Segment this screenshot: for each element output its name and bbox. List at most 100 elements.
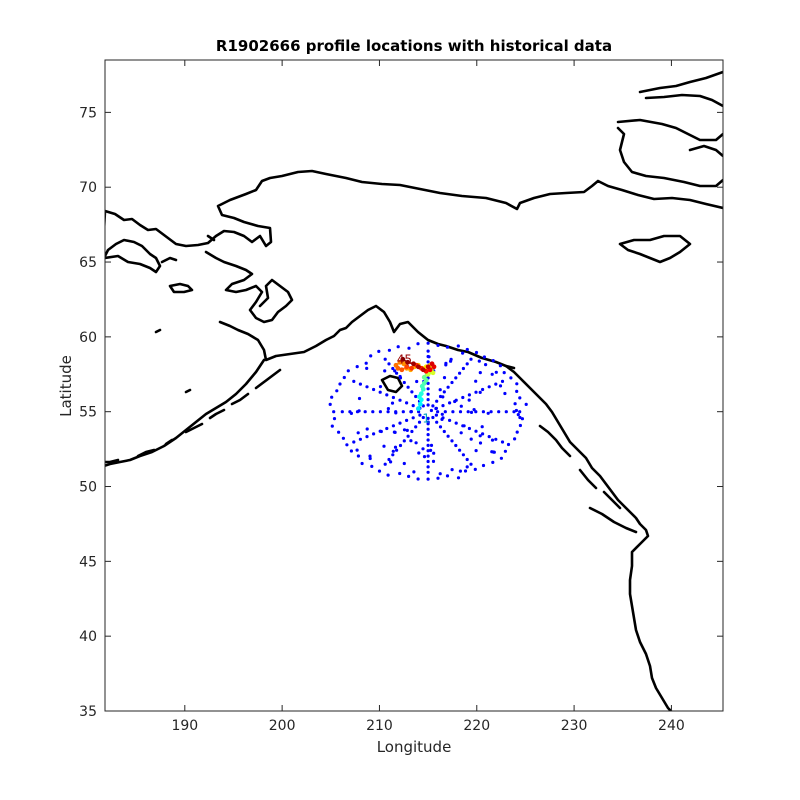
historical-point [341, 436, 345, 440]
historical-point [405, 401, 409, 405]
historical-point [518, 415, 522, 420]
historical-point [461, 351, 465, 355]
historical-point [335, 389, 339, 393]
historical-point [371, 410, 375, 414]
historical-point [410, 429, 414, 434]
historical-point [494, 437, 498, 441]
historical-point [429, 448, 433, 452]
historical-point [458, 469, 462, 473]
historical-point [349, 449, 353, 453]
historical-point [502, 371, 506, 375]
historical-point [426, 470, 430, 474]
historical-point [512, 410, 516, 414]
historical-point [340, 410, 344, 414]
historical-point [474, 379, 478, 383]
historical-point [450, 380, 454, 385]
historical-point [431, 459, 436, 463]
historical-point [456, 476, 461, 480]
historical-point [356, 454, 360, 458]
historical-point [355, 365, 359, 369]
historical-point [368, 454, 372, 458]
historical-point [332, 417, 337, 421]
historical-point [487, 435, 491, 439]
historical-point [378, 390, 382, 394]
historical-point [349, 411, 353, 415]
historical-point [463, 469, 468, 473]
historical-point [427, 355, 431, 359]
historical-point [492, 450, 496, 454]
historical-point [469, 410, 474, 414]
x-tick-label: 190 [171, 718, 198, 734]
historical-point [330, 424, 334, 428]
historical-point [426, 449, 430, 453]
historical-point [480, 425, 484, 429]
historical-point [449, 359, 453, 363]
y-tick-label: 65 [79, 255, 97, 271]
historical-point [444, 361, 448, 365]
historical-point [368, 456, 372, 461]
x-axis-label: Longitude [377, 738, 452, 756]
coastline-pacific-northwest [504, 364, 673, 711]
historical-point [426, 360, 430, 364]
historical-point [478, 371, 482, 375]
historical-point [515, 430, 519, 434]
historical-point [382, 444, 386, 448]
historical-point [398, 421, 402, 425]
historical-point [411, 416, 415, 420]
historical-point [429, 408, 433, 413]
historical-point [426, 392, 430, 396]
float-profile-point [400, 356, 406, 362]
historical-point [383, 369, 387, 373]
historical-point [342, 375, 346, 380]
historical-point [467, 393, 471, 397]
historical-point [386, 407, 390, 411]
y-tick-label: 40 [79, 629, 97, 645]
historical-point [466, 410, 470, 414]
historical-point [459, 404, 463, 408]
historical-point [478, 390, 482, 394]
historical-point [503, 449, 507, 453]
historical-point [481, 432, 485, 436]
historical-point [377, 469, 382, 473]
coastline-st-lawrence [160, 234, 216, 264]
historical-point [458, 410, 463, 414]
historical-point [426, 433, 430, 437]
historical-point [415, 379, 419, 384]
historical-point [474, 429, 478, 433]
historical-point [499, 456, 503, 460]
historical-point [461, 395, 465, 400]
historical-point [422, 455, 427, 459]
historical-point [393, 430, 397, 434]
historical-point [377, 349, 381, 353]
historical-point [370, 464, 374, 468]
float-track [393, 356, 437, 412]
historical-point [402, 461, 406, 466]
historical-point [513, 437, 517, 441]
historical-point [454, 421, 458, 425]
historical-point [387, 348, 391, 352]
historical-point [426, 454, 430, 458]
historical-point [386, 410, 390, 414]
historical-point [387, 362, 391, 366]
y-tick-label: 50 [79, 480, 97, 496]
historical-point [411, 404, 415, 408]
historical-point [372, 432, 376, 436]
historical-point [406, 434, 410, 438]
historical-point [364, 361, 368, 365]
coastline-kodiak [380, 374, 404, 394]
historical-point [414, 394, 418, 399]
historical-point [352, 440, 356, 444]
historical-point [440, 417, 444, 421]
historical-point [431, 404, 435, 408]
historical-point [465, 347, 469, 352]
historical-point [365, 427, 369, 431]
x-tick-label: 240 [658, 718, 685, 734]
historical-point [416, 477, 420, 481]
historical-point [435, 420, 439, 424]
float-profile-point [421, 374, 427, 380]
historical-point [426, 438, 430, 442]
historical-point [383, 357, 387, 361]
historical-point [515, 382, 519, 386]
historical-point [406, 385, 410, 389]
historical-point [360, 461, 364, 466]
